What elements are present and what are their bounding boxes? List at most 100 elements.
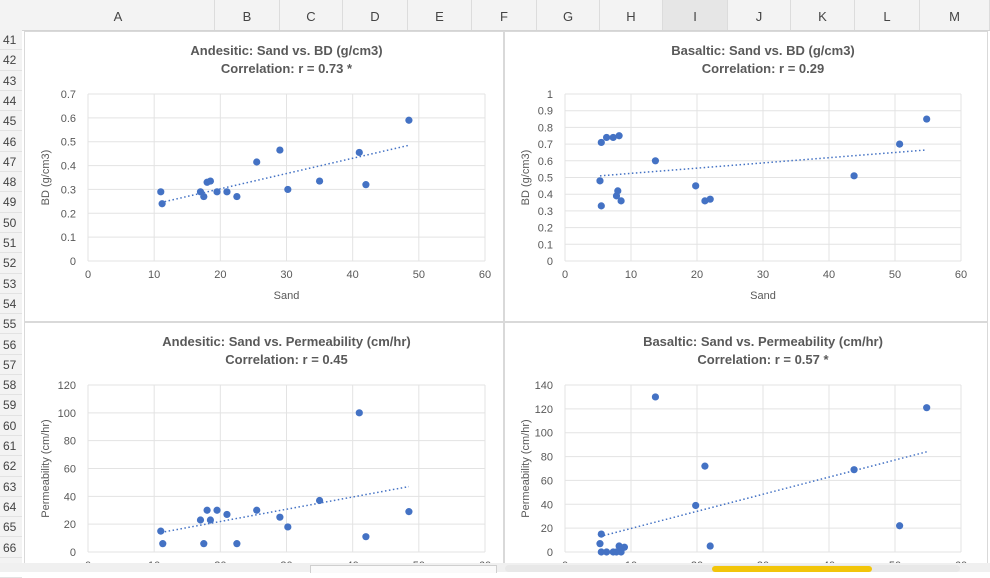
data-point[interactable] bbox=[200, 192, 208, 201]
chart-andesitic-sand-bd[interactable]: Andesitic: Sand vs. BD (g/cm3) Correlatio… bbox=[24, 31, 504, 322]
chart-basaltic-sand-permeability[interactable]: Basaltic: Sand vs. Permeability (cm/hr) C… bbox=[504, 322, 988, 572]
column-header-m[interactable]: M bbox=[920, 0, 990, 30]
row-header-53[interactable]: 53 bbox=[0, 274, 22, 294]
data-point[interactable] bbox=[692, 182, 700, 190]
row-header-60[interactable]: 60 bbox=[0, 416, 22, 436]
data-point[interactable] bbox=[615, 132, 623, 140]
row-header-47[interactable]: 47 bbox=[0, 152, 22, 173]
data-point[interactable] bbox=[701, 462, 709, 470]
data-point[interactable] bbox=[284, 185, 292, 194]
row-header-55[interactable]: 55 bbox=[0, 314, 22, 335]
row-header-45[interactable]: 45 bbox=[0, 111, 22, 132]
data-point[interactable] bbox=[276, 146, 284, 154]
row-header-63[interactable]: 63 bbox=[0, 477, 22, 497]
scrollbar-thumb[interactable] bbox=[712, 566, 872, 572]
data-point[interactable] bbox=[896, 140, 904, 148]
data-point[interactable] bbox=[362, 181, 370, 189]
row-header-46[interactable]: 46 bbox=[0, 132, 22, 152]
data-point[interactable] bbox=[203, 506, 211, 514]
data-point[interactable] bbox=[706, 195, 714, 203]
data-point[interactable] bbox=[651, 393, 660, 401]
data-point[interactable] bbox=[213, 506, 221, 514]
row-header-54[interactable]: 54 bbox=[0, 294, 22, 315]
data-point[interactable] bbox=[706, 542, 714, 550]
data-point[interactable] bbox=[223, 188, 231, 196]
data-point[interactable] bbox=[355, 409, 363, 417]
row-header-64[interactable]: 64 bbox=[0, 497, 22, 518]
row-header-52[interactable]: 52 bbox=[0, 253, 22, 274]
data-point[interactable] bbox=[923, 404, 931, 412]
data-point[interactable] bbox=[355, 148, 363, 157]
data-point[interactable] bbox=[602, 548, 611, 556]
data-point[interactable] bbox=[597, 548, 605, 556]
row-header-56[interactable]: 56 bbox=[0, 335, 22, 355]
data-point[interactable] bbox=[284, 523, 292, 531]
data-point[interactable] bbox=[405, 508, 413, 516]
data-point[interactable] bbox=[850, 172, 858, 180]
data-point[interactable] bbox=[596, 540, 604, 548]
data-point[interactable] bbox=[596, 177, 604, 185]
data-point[interactable] bbox=[158, 200, 166, 208]
data-point[interactable] bbox=[362, 533, 370, 541]
sheet-tab[interactable] bbox=[310, 565, 497, 573]
row-header-42[interactable]: 42 bbox=[0, 50, 22, 71]
data-point[interactable] bbox=[602, 133, 611, 142]
data-point[interactable] bbox=[213, 188, 221, 196]
data-point[interactable] bbox=[157, 527, 165, 535]
data-point[interactable] bbox=[200, 540, 208, 548]
row-header-58[interactable]: 58 bbox=[0, 375, 22, 396]
column-header-l[interactable]: L bbox=[855, 0, 920, 30]
data-point[interactable] bbox=[315, 496, 324, 505]
row-header-41[interactable]: 41 bbox=[0, 30, 22, 51]
data-point[interactable] bbox=[405, 116, 413, 124]
data-point[interactable] bbox=[253, 158, 261, 166]
column-header-f[interactable]: F bbox=[472, 0, 537, 30]
row-header-50[interactable]: 50 bbox=[0, 213, 22, 233]
row-header-65[interactable]: 65 bbox=[0, 517, 22, 538]
column-header-b[interactable]: B bbox=[215, 0, 280, 30]
data-point[interactable] bbox=[896, 522, 904, 530]
row-header-43[interactable]: 43 bbox=[0, 71, 22, 91]
data-point[interactable] bbox=[159, 540, 167, 548]
data-point[interactable] bbox=[692, 501, 700, 510]
row-header-62[interactable]: 62 bbox=[0, 456, 22, 477]
data-point[interactable] bbox=[276, 513, 284, 521]
chart-andesitic-sand-permeability[interactable]: Andesitic: Sand vs. Permeability (cm/hr)… bbox=[24, 322, 504, 572]
data-point[interactable] bbox=[206, 177, 215, 185]
data-point[interactable] bbox=[223, 510, 231, 519]
data-point[interactable] bbox=[597, 202, 605, 210]
column-header-k[interactable]: K bbox=[791, 0, 855, 30]
column-header-e[interactable]: E bbox=[408, 0, 472, 30]
data-point[interactable] bbox=[206, 516, 215, 524]
sheet-grid[interactable]: Andesitic: Sand vs. BD (g/cm3) Correlatio… bbox=[22, 31, 990, 572]
data-point[interactable] bbox=[617, 197, 625, 205]
data-point[interactable] bbox=[315, 177, 324, 185]
data-point[interactable] bbox=[850, 466, 858, 474]
column-header-j[interactable]: J bbox=[728, 0, 791, 30]
chart-basaltic-sand-bd[interactable]: Basaltic: Sand vs. BD (g/cm3) Correlation… bbox=[504, 31, 988, 322]
data-point[interactable] bbox=[253, 506, 261, 514]
column-header-i[interactable]: I bbox=[663, 0, 728, 30]
column-header-h[interactable]: H bbox=[600, 0, 663, 30]
column-header-d[interactable]: D bbox=[343, 0, 408, 30]
data-point[interactable] bbox=[651, 157, 660, 165]
data-point[interactable] bbox=[157, 188, 165, 196]
column-header-g[interactable]: G bbox=[537, 0, 600, 30]
data-point[interactable] bbox=[597, 138, 605, 147]
row-header-48[interactable]: 48 bbox=[0, 172, 22, 193]
row-header-51[interactable]: 51 bbox=[0, 233, 22, 254]
data-point[interactable] bbox=[196, 516, 205, 524]
row-header-44[interactable]: 44 bbox=[0, 91, 22, 112]
row-header-66[interactable]: 66 bbox=[0, 538, 22, 558]
data-point[interactable] bbox=[620, 543, 628, 551]
data-point[interactable] bbox=[923, 115, 931, 123]
column-header-a[interactable]: A bbox=[22, 0, 215, 30]
data-point[interactable] bbox=[597, 530, 605, 538]
data-point[interactable] bbox=[233, 540, 241, 548]
data-point[interactable] bbox=[614, 187, 622, 195]
row-header-59[interactable]: 59 bbox=[0, 395, 22, 416]
column-header-c[interactable]: C bbox=[280, 0, 343, 30]
row-header-49[interactable]: 49 bbox=[0, 192, 22, 213]
row-header-57[interactable]: 57 bbox=[0, 355, 22, 376]
data-point[interactable] bbox=[233, 192, 241, 201]
